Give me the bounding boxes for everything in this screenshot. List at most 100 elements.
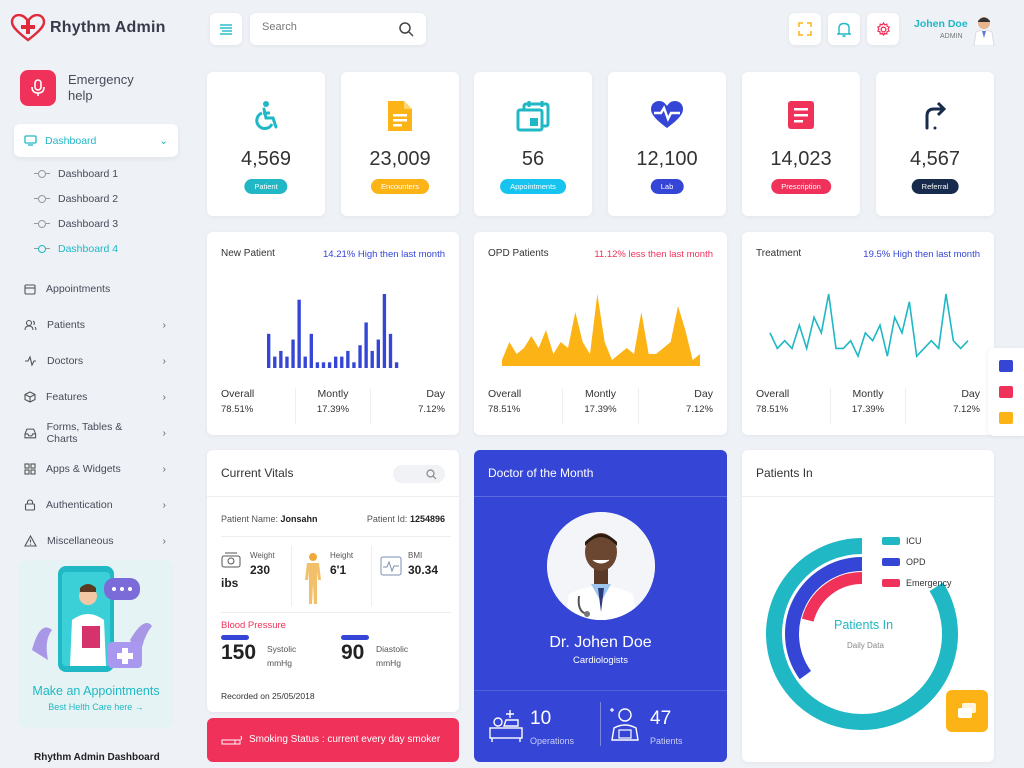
summary-value: 17.39%: [851, 404, 885, 415]
height-label: Height: [330, 551, 354, 560]
patient-id-row: Patient Id: 1254896: [367, 514, 445, 524]
radial-arc: [801, 572, 863, 622]
notifications-button[interactable]: [828, 13, 860, 45]
stat-value: 12,100: [636, 148, 698, 170]
sidebar-nav: Dashboard ⌄ Dashboard 1 Dashboard 2 Dash…: [14, 124, 178, 559]
bar: [340, 356, 344, 368]
summary-value: 78.51%: [221, 404, 254, 415]
stat-card-prescription[interactable]: 14,023 Prescription: [742, 72, 860, 216]
bar: [267, 333, 271, 368]
chart-summary: Overall 78.51% Montly 17.39% Day 7.12%: [756, 388, 980, 424]
line-series: [769, 293, 969, 359]
folder-icon[interactable]: [999, 412, 1013, 424]
summary-value: 7.12%: [953, 404, 980, 415]
chart-title: New Patient: [221, 248, 275, 259]
bar: [303, 356, 307, 368]
sidebar-subitem-dashboard-4[interactable]: Dashboard 4: [34, 236, 178, 261]
radial-arc: [766, 538, 958, 730]
stat-badge: Patient: [244, 179, 288, 194]
current-vitals-card: Current Vitals Patient Name: Jonsahn Pat…: [207, 450, 459, 712]
legend-opd: OPD: [882, 557, 926, 567]
summary-label: Montly: [852, 388, 884, 400]
patients-label: Patients: [650, 736, 683, 746]
chart-summary: Overall 78.51% Montly 17.39% Day 7.12%: [221, 388, 445, 424]
stat-card-encounters[interactable]: 23,009 Encounters: [341, 72, 459, 216]
sidebar-item-doctors[interactable]: Doctors ›: [14, 343, 178, 379]
bullet-icon: [34, 219, 50, 228]
sidebar-subitem-dashboard-2[interactable]: Dashboard 2: [34, 186, 178, 211]
legend-emergency: Emergency: [882, 578, 952, 588]
menu-toggle-button[interactable]: [210, 13, 242, 45]
patients-in-title: Patients In: [756, 466, 813, 480]
emergency-help[interactable]: Emergency help: [20, 70, 158, 106]
vitals-search-toggle[interactable]: [393, 465, 445, 483]
summary-label: Overall: [488, 388, 522, 400]
new-patient-bar-chart: [267, 294, 399, 368]
bar: [388, 333, 393, 368]
wheelchair-icon: [255, 101, 278, 130]
stat-badge: Lab: [650, 179, 684, 194]
activity-icon: [25, 355, 36, 367]
legend-swatch: [882, 537, 900, 545]
sidebar-subitem-dashboard-3[interactable]: Dashboard 3: [34, 211, 178, 236]
sidebar-item-miscellaneous[interactable]: Miscellaneous ›: [14, 523, 178, 559]
fullscreen-button[interactable]: [789, 13, 821, 45]
doctor-card-title: Doctor of the Month: [488, 466, 594, 480]
search-icon[interactable]: [398, 21, 414, 37]
search-icon: [426, 469, 437, 480]
operations-count: 10: [530, 708, 552, 729]
chart-summary: Overall 78.51% Montly 17.39% Day 7.12%: [488, 388, 713, 424]
operation-bed-icon: [489, 710, 523, 742]
camera-icon[interactable]: [999, 360, 1013, 372]
sidebar-item-forms-tables-charts[interactable]: Forms, Tables & Charts ›: [14, 415, 178, 451]
microphone-icon: [20, 70, 56, 106]
sidebar-item-dashboard[interactable]: Dashboard ⌄: [14, 124, 178, 157]
brand-logo[interactable]: Rhythm Admin: [10, 14, 166, 42]
weight-label: Weight: [250, 551, 275, 560]
stat-card-patient[interactable]: 4,569 Patient: [207, 72, 325, 216]
stat-badge: Referral: [911, 179, 959, 194]
human-body-icon: [305, 553, 321, 604]
settings-button[interactable]: [867, 13, 899, 45]
sidebar-item-appointments[interactable]: Appointments: [14, 271, 178, 307]
systolic-unit: mmHg: [267, 658, 293, 668]
sidebar-item-apps-widgets[interactable]: Apps & Widgets ›: [14, 451, 178, 487]
summary-value: 78.51%: [488, 404, 521, 415]
chart-trend: 14.21% High then last month: [323, 249, 445, 260]
stat-card-appointments[interactable]: 56 Appointments: [474, 72, 592, 216]
sidebar-item-features[interactable]: Features ›: [14, 379, 178, 415]
stat-card-referral[interactable]: 4,567 Referral: [876, 72, 994, 216]
sidebar-item-patients[interactable]: Patients ›: [14, 307, 178, 343]
bar: [394, 362, 399, 368]
chat-button[interactable]: [946, 690, 988, 732]
image-icon[interactable]: [999, 386, 1013, 398]
alert-triangle-icon: [24, 535, 37, 547]
stat-card-lab[interactable]: 12,100 Lab: [608, 72, 726, 216]
bar: [279, 350, 283, 368]
search-input[interactable]: [262, 21, 392, 33]
promo-link[interactable]: Best Helth Care here →: [18, 702, 174, 712]
user-role: ADMIN: [940, 33, 963, 40]
right-toolbar: [988, 348, 1024, 436]
stat-badge: Prescription: [771, 179, 831, 194]
doctor-phone-illustration: [32, 566, 152, 672]
legend-swatch: [882, 558, 900, 566]
summary-label: Overall: [756, 388, 790, 400]
heart-logo-icon: [10, 14, 46, 42]
vitals-title: Current Vitals: [221, 466, 294, 480]
stat-value: 14,023: [770, 148, 832, 170]
chevron-right-icon: ›: [162, 391, 167, 403]
doctor-of-month-card[interactable]: Doctor of the Month Dr. Johen Doe Cardio…: [474, 450, 727, 762]
sidebar-item-authentication[interactable]: Authentication ›: [14, 487, 178, 523]
weight-scale-icon: [221, 552, 241, 568]
summary-value: 7.12%: [418, 404, 445, 415]
patient-name-row: Patient Name: Jonsahn: [221, 514, 318, 524]
bar: [285, 356, 289, 368]
chevron-down-icon: ⌄: [159, 134, 168, 147]
appointment-promo[interactable]: Make an Appointments Best Helth Care her…: [18, 560, 174, 728]
bar: [376, 339, 380, 368]
sidebar-subitem-dashboard-1[interactable]: Dashboard 1: [34, 161, 178, 186]
user-name[interactable]: Johen Doe: [914, 18, 968, 30]
grid-icon: [24, 463, 36, 475]
user-avatar[interactable]: [970, 14, 998, 46]
